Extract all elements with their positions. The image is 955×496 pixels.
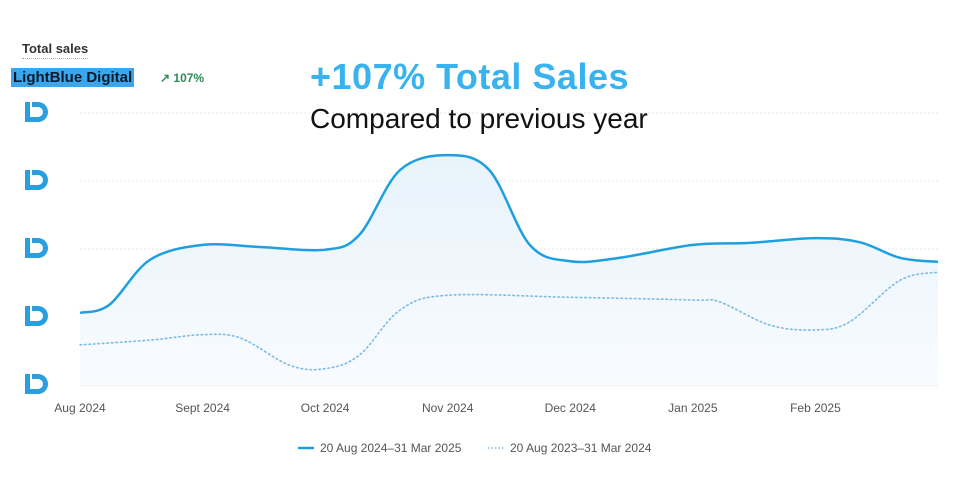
logo-icon	[25, 170, 48, 190]
solid-line-icon	[298, 446, 314, 450]
logo-icon	[25, 306, 48, 326]
series-line-previous	[79, 271, 939, 371]
logo-icon	[25, 238, 48, 258]
legend-previous[interactable]: 20 Aug 2023–31 Mar 2024	[488, 441, 651, 455]
x-tick-label: Jan 2025	[668, 401, 718, 415]
logo-icon	[25, 374, 48, 394]
x-tick-label: Feb 2025	[790, 401, 841, 415]
headline: +107% Total Sales	[310, 56, 629, 97]
x-tick-label: Dec 2024	[545, 401, 597, 415]
x-tick-label: Aug 2024	[54, 401, 106, 415]
chart-title[interactable]: Total sales	[22, 41, 89, 59]
legend-current[interactable]: 20 Aug 2024–31 Mar 2025	[298, 441, 461, 455]
legend-label: 20 Aug 2023–31 Mar 2024	[510, 441, 652, 455]
subheadline: Compared to previous year	[310, 103, 648, 134]
x-tick-label: Oct 2024	[301, 401, 350, 415]
brand-name: LightBlue Digital	[11, 68, 135, 87]
legend-label: 20 Aug 2024–31 Mar 2025	[320, 441, 462, 455]
logo-icon	[25, 102, 48, 122]
change-badge: ↗ 107%	[160, 71, 205, 85]
series-line-current	[79, 153, 939, 315]
dotted-line-icon	[488, 447, 504, 449]
x-tick-label: Sept 2024	[175, 401, 230, 415]
area-fill	[80, 155, 938, 385]
x-tick-label: Nov 2024	[422, 401, 474, 415]
